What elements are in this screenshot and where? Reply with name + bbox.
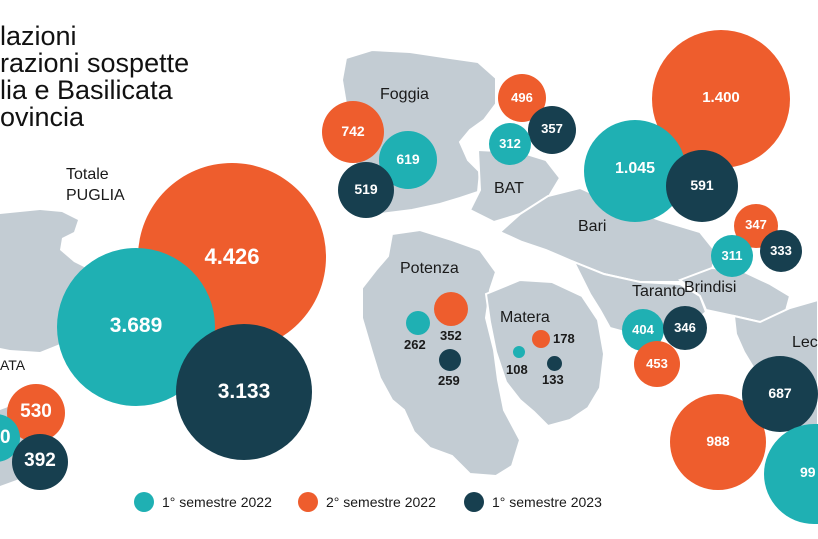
bubble-taranto-s2-2022 xyxy=(634,341,680,387)
value-puglia-s1-2022: 3.689 xyxy=(109,314,163,337)
value-basilicata-s2-2022: 530 xyxy=(20,401,52,422)
value-potenza-s2-2022: 352 xyxy=(440,328,462,343)
legend-item-s1-2022: 1° semestre 2022 xyxy=(134,492,272,512)
label-brindisi: Brindisi xyxy=(684,279,737,296)
bubble-taranto-s1-2023 xyxy=(663,306,707,350)
value-foggia-s2-2022: 742 xyxy=(341,123,365,139)
bubble-bat-s1-2022 xyxy=(489,123,531,165)
value-potenza-s1-2022: 262 xyxy=(404,337,426,352)
title-line-1: lazioni xyxy=(0,21,77,51)
legend-item-s1-2023: 1° semestre 2023 xyxy=(464,492,602,512)
legend-label-s2-2022: 2° semestre 2022 xyxy=(326,494,436,510)
value-taranto-s1-2022: 404 xyxy=(632,322,654,337)
value-bari-s2-2022: 1.400 xyxy=(702,89,740,106)
value-foggia-s1-2023: 519 xyxy=(354,181,378,197)
title-line-3: lia e Basilicata xyxy=(0,75,173,105)
value-potenza-s1-2023: 259 xyxy=(438,373,460,388)
legend-swatch-s2-2022 xyxy=(298,492,318,512)
title-line-4: ovincia xyxy=(0,102,85,132)
value-puglia-s1-2023: 3.133 xyxy=(217,380,271,403)
value-basilicata-s1-2023: 392 xyxy=(24,450,56,471)
value-matera-s1-2023: 133 xyxy=(542,372,564,387)
bubble-bari-s1-2023 xyxy=(666,150,738,222)
bubble-potenza-s1-2023 xyxy=(439,349,461,371)
label-basilicata-total: ATA xyxy=(0,357,26,373)
value-puglia-s2-2022: 4.426 xyxy=(204,244,260,269)
value-lecce-s2-2022: 988 xyxy=(706,433,730,449)
bubble-lecce-s1-2023 xyxy=(742,356,818,432)
value-basilicata-s1-2022: 0 xyxy=(0,427,11,448)
bubble-matera-s2-2022 xyxy=(532,330,550,348)
value-foggia-s1-2022: 619 xyxy=(396,151,420,167)
value-taranto-s2-2022: 453 xyxy=(646,356,668,371)
value-brindisi-s2-2022: 347 xyxy=(745,217,767,232)
bubble-puglia-s1-2023 xyxy=(176,324,312,460)
bubble-foggia-s1-2023 xyxy=(338,162,394,218)
bubble-matera-s1-2023 xyxy=(547,356,562,371)
value-taranto-s1-2023: 346 xyxy=(674,320,696,335)
label-taranto: Taranto xyxy=(632,283,686,300)
bubble-brindisi-s1-2023 xyxy=(760,230,802,272)
value-bat-s2-2022: 496 xyxy=(511,90,533,105)
bubble-brindisi-s1-2022 xyxy=(711,235,753,277)
map-region-matera xyxy=(484,278,606,428)
value-matera-s1-2022: 108 xyxy=(506,362,528,377)
label-puglia-total-1: Totale xyxy=(66,166,109,183)
value-brindisi-s1-2023: 333 xyxy=(770,243,792,258)
bubble-basilicata-s1-2023 xyxy=(12,434,68,490)
title-line-2: razioni sospette xyxy=(0,48,190,78)
legend-swatch-s1-2023 xyxy=(464,492,484,512)
value-bat-s1-2023: 357 xyxy=(541,121,563,136)
label-bat: BAT xyxy=(494,180,524,197)
legend-item-s2-2022: 2° semestre 2022 xyxy=(298,492,436,512)
legend-label-s1-2022: 1° semestre 2022 xyxy=(162,494,272,510)
bubble-bat-s1-2023 xyxy=(528,106,576,154)
label-lecce: Lec xyxy=(792,334,818,351)
value-bat-s1-2022: 312 xyxy=(499,136,521,151)
bubble-potenza-s2-2022 xyxy=(434,292,468,326)
label-potenza: Potenza xyxy=(400,260,459,277)
bubble-foggia-s2-2022 xyxy=(322,101,384,163)
value-lecce-s1-2023: 687 xyxy=(768,385,792,401)
legend-label-s1-2023: 1° semestre 2023 xyxy=(492,494,602,510)
label-matera: Matera xyxy=(500,309,550,326)
bubble-potenza-s1-2022 xyxy=(406,311,430,335)
label-foggia: Foggia xyxy=(380,86,429,103)
bubble-matera-s1-2022 xyxy=(513,346,525,358)
value-brindisi-s1-2022: 311 xyxy=(721,248,743,263)
value-matera-s2-2022: 178 xyxy=(553,331,575,346)
value-bari-s1-2023: 591 xyxy=(690,177,714,193)
value-bari-s1-2022: 1.045 xyxy=(614,160,656,177)
legend-swatch-s1-2022 xyxy=(134,492,154,512)
label-bari: Bari xyxy=(578,218,607,235)
label-puglia-total-2: PUGLIA xyxy=(66,187,125,204)
value-lecce-s1-2022: 99 xyxy=(800,464,816,480)
